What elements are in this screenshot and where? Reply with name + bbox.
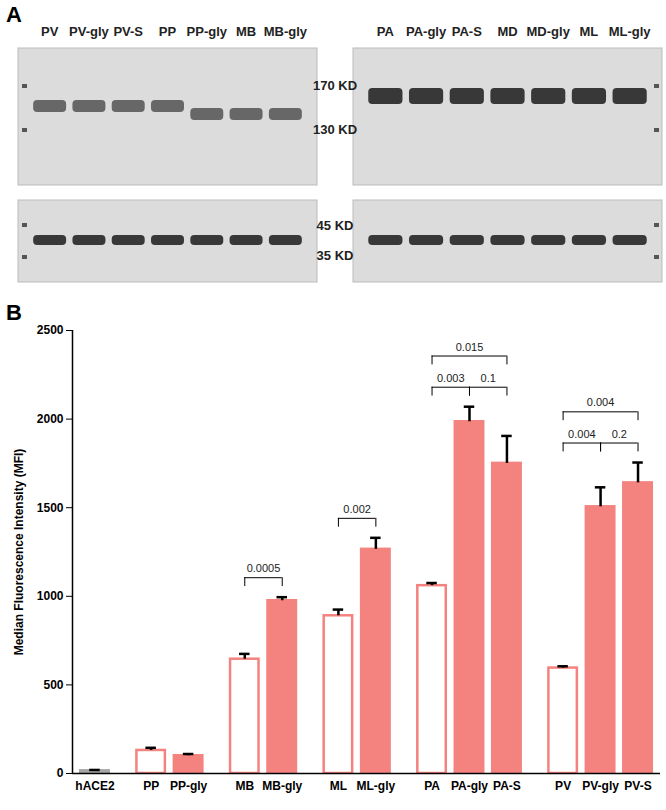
svg-text:0.002: 0.002 (343, 503, 371, 515)
svg-text:2000: 2000 (37, 412, 64, 426)
svg-text:Median Fluorescence Intensity: Median Fluorescence Intensity (MFI) (12, 449, 26, 656)
svg-text:ML: ML (330, 779, 347, 793)
svg-text:PP: PP (159, 24, 177, 39)
svg-text:45 KD: 45 KD (317, 218, 354, 233)
svg-text:170 KD: 170 KD (313, 78, 357, 93)
svg-text:PV-S: PV-S (113, 24, 143, 39)
svg-text:MB-gly: MB-gly (264, 24, 308, 39)
svg-text:0.015: 0.015 (456, 341, 484, 353)
svg-text:0.004: 0.004 (587, 396, 615, 408)
svg-text:0: 0 (57, 766, 64, 780)
svg-text:MB-gly: MB-gly (262, 779, 302, 793)
svg-text:PV: PV (555, 779, 571, 793)
svg-text:PA: PA (377, 24, 395, 39)
svg-text:1500: 1500 (37, 501, 64, 515)
svg-text:130 KD: 130 KD (313, 122, 357, 137)
svg-text:PA-S: PA-S (493, 779, 521, 793)
svg-text:PV-gly: PV-gly (69, 24, 110, 39)
svg-text:hACE2: hACE2 (75, 779, 115, 793)
svg-text:ML: ML (580, 24, 599, 39)
svg-text:PV-gly: PV-gly (582, 779, 619, 793)
svg-text:MB: MB (236, 24, 256, 39)
svg-text:MB: MB (235, 779, 254, 793)
svg-text:ML-gly: ML-gly (357, 779, 396, 793)
svg-text:0.1: 0.1 (481, 372, 496, 384)
html-text:B: B (6, 300, 22, 325)
svg-text:PP-gly: PP-gly (170, 779, 208, 793)
svg-text:PV-S: PV-S (624, 779, 651, 793)
svg-text:PA-gly: PA-gly (406, 24, 447, 39)
svg-text:1000: 1000 (37, 589, 64, 603)
svg-text:2500: 2500 (37, 323, 64, 337)
svg-text:PP-gly: PP-gly (187, 24, 228, 39)
svg-text:500: 500 (43, 678, 63, 692)
svg-text:0.2: 0.2 (612, 428, 627, 440)
html-text:A: A (6, 2, 22, 27)
svg-text:0.004: 0.004 (568, 428, 596, 440)
svg-text:PP: PP (143, 779, 159, 793)
svg-text:ML-gly: ML-gly (609, 24, 652, 39)
svg-text:PV: PV (41, 24, 59, 39)
svg-text:35 KD: 35 KD (317, 248, 354, 263)
svg-text:0.0005: 0.0005 (247, 562, 281, 574)
svg-text:PA-S: PA-S (452, 24, 482, 39)
svg-text:PA: PA (424, 779, 440, 793)
svg-text:MD: MD (497, 24, 517, 39)
svg-text:MD-gly: MD-gly (527, 24, 571, 39)
svg-text:0.003: 0.003 (437, 372, 465, 384)
svg-text:PA-gly: PA-gly (451, 779, 488, 793)
